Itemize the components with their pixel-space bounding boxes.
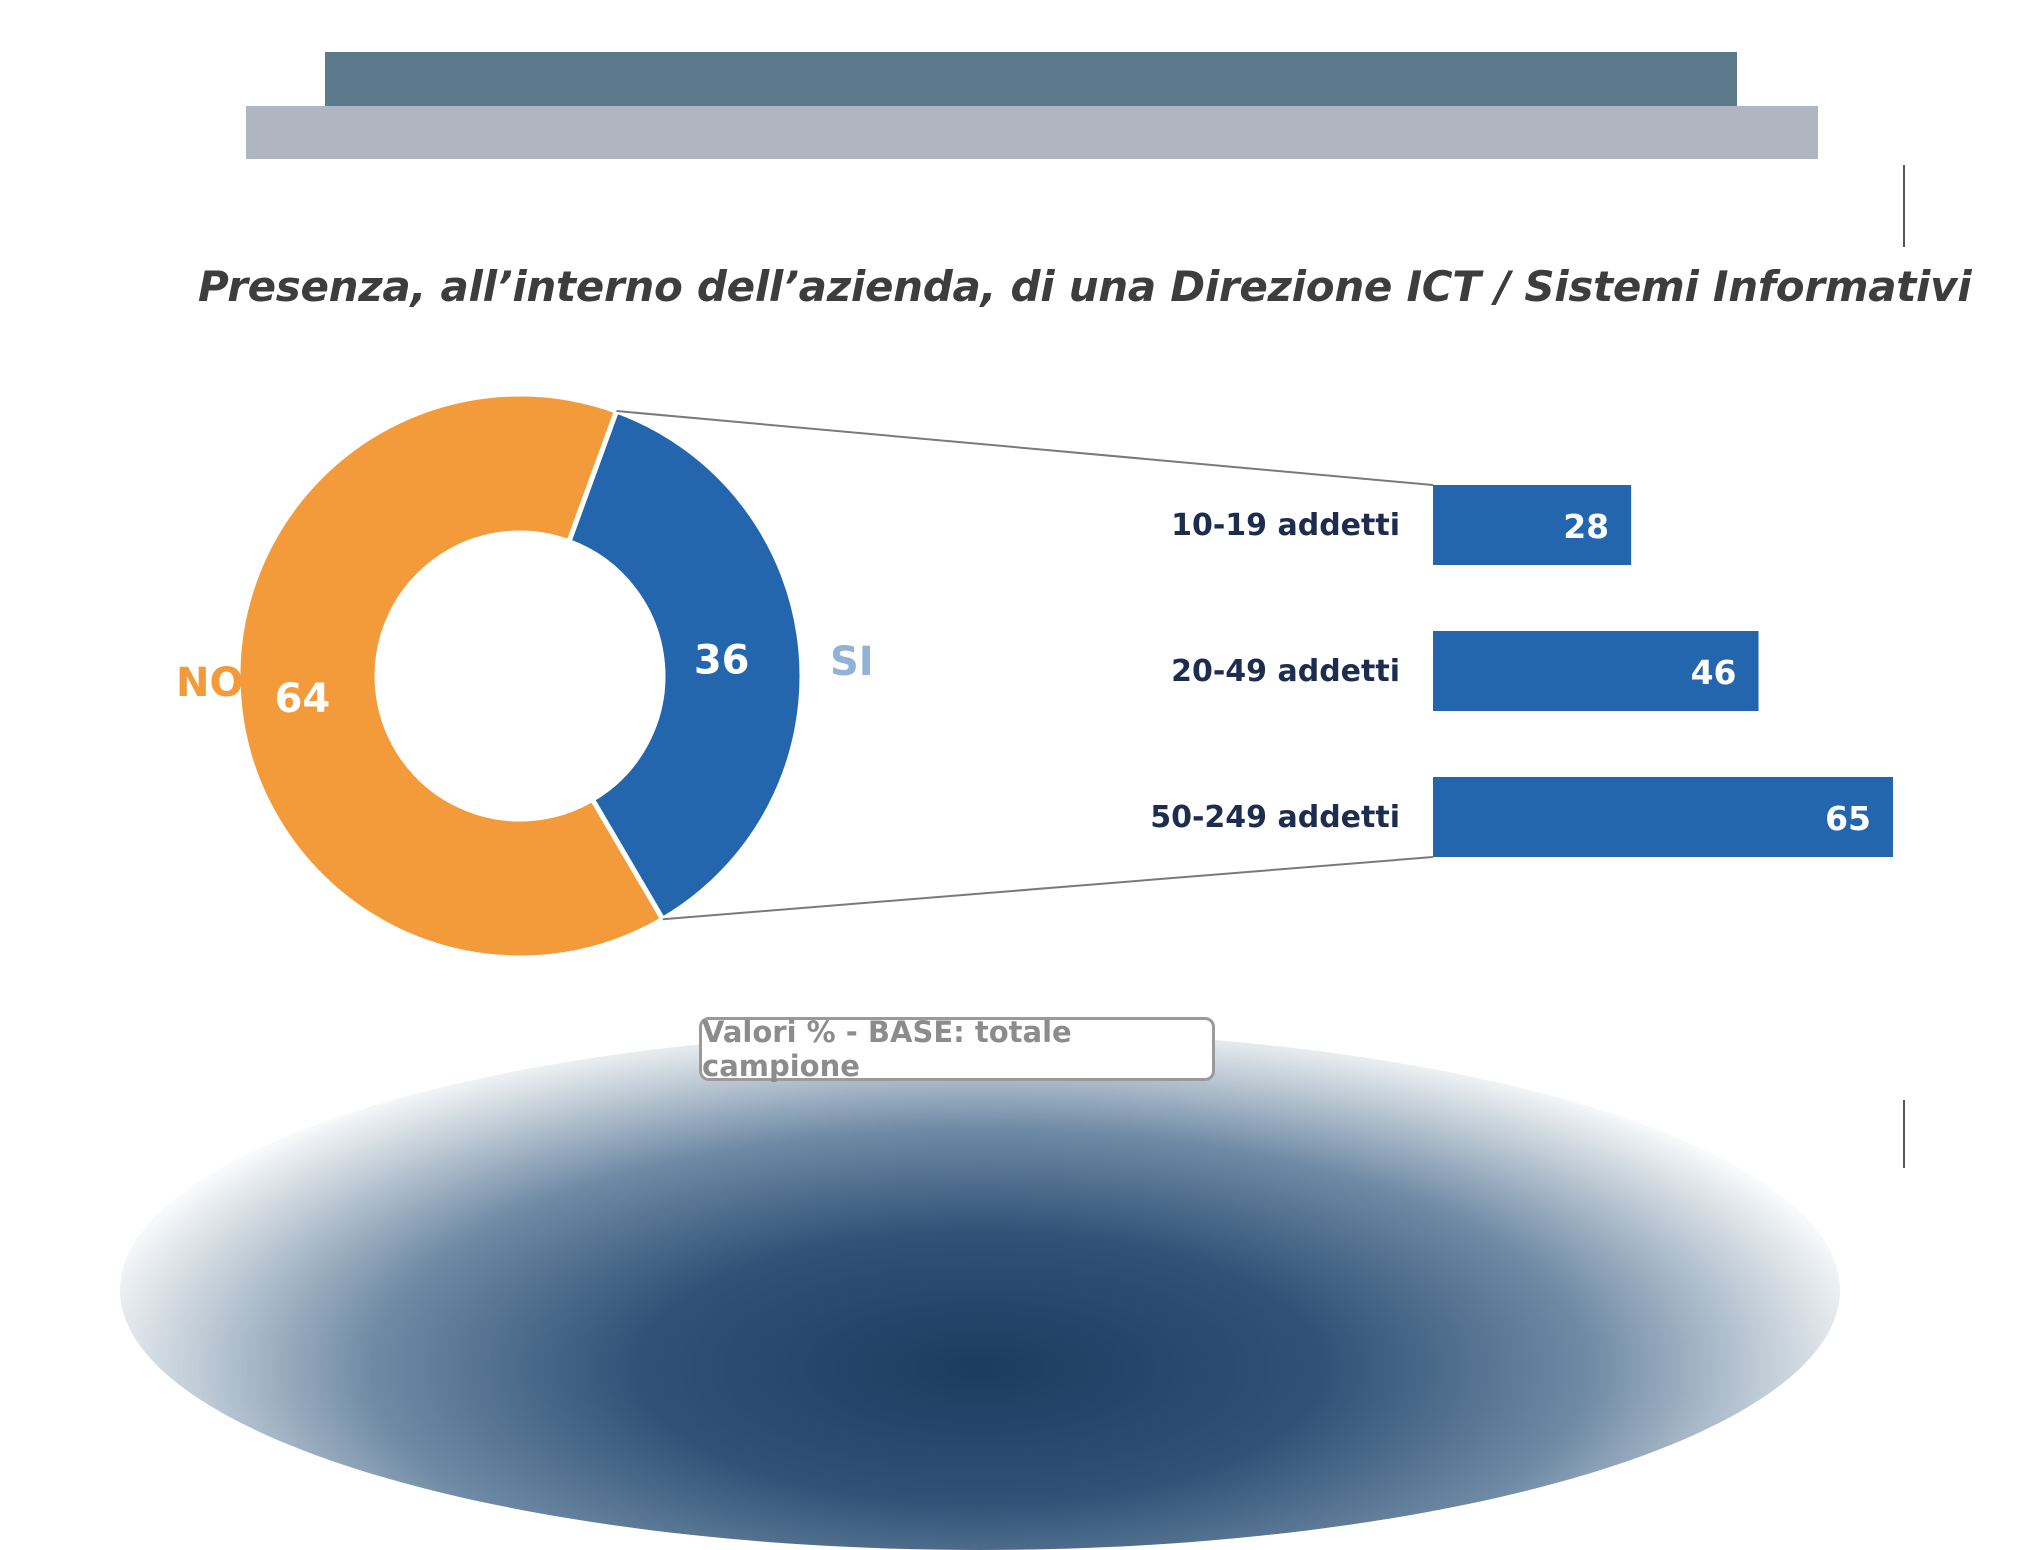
donut-value-no: 64	[275, 676, 331, 722]
header-band-light	[246, 106, 1818, 159]
edge-line-top	[1903, 165, 1905, 247]
header-band-dark	[325, 52, 1737, 106]
donut-label-si: SI	[830, 639, 874, 685]
edge-line-bottom	[1903, 1100, 1905, 1168]
donut-value-si: 36	[694, 638, 750, 684]
bar-1	[1433, 485, 1632, 565]
bar-category-3: 50-249 addetti	[1150, 800, 1400, 835]
connector-line-top	[616, 410, 1434, 486]
bar-2	[1433, 631, 1759, 711]
bar-value-3: 65	[1825, 799, 1871, 838]
chart-area: 36 64 SI NO 28 10-19 addetti 46 20-49 addetti 65…	[176, 391, 1893, 961]
bar-value-1: 28	[1563, 507, 1609, 546]
base-note-text: Valori % - BASE: totale campione	[702, 1015, 1072, 1083]
base-note: Valori % - BASE: totale campione	[699, 1015, 1215, 1083]
bar-category-1: 10-19 addetti	[1171, 508, 1400, 543]
donut-label-no: NO	[176, 660, 243, 706]
connector-line-bottom	[662, 856, 1434, 921]
chart-title: Presenza, all’interno dell’azienda, di u…	[198, 262, 1972, 311]
donut-slice-si	[566, 408, 805, 922]
bar-3	[1433, 777, 1893, 857]
bar-category-2: 20-49 addetti	[1171, 654, 1400, 689]
donut-slice-no	[235, 391, 666, 961]
bar-value-2: 46	[1691, 653, 1737, 692]
